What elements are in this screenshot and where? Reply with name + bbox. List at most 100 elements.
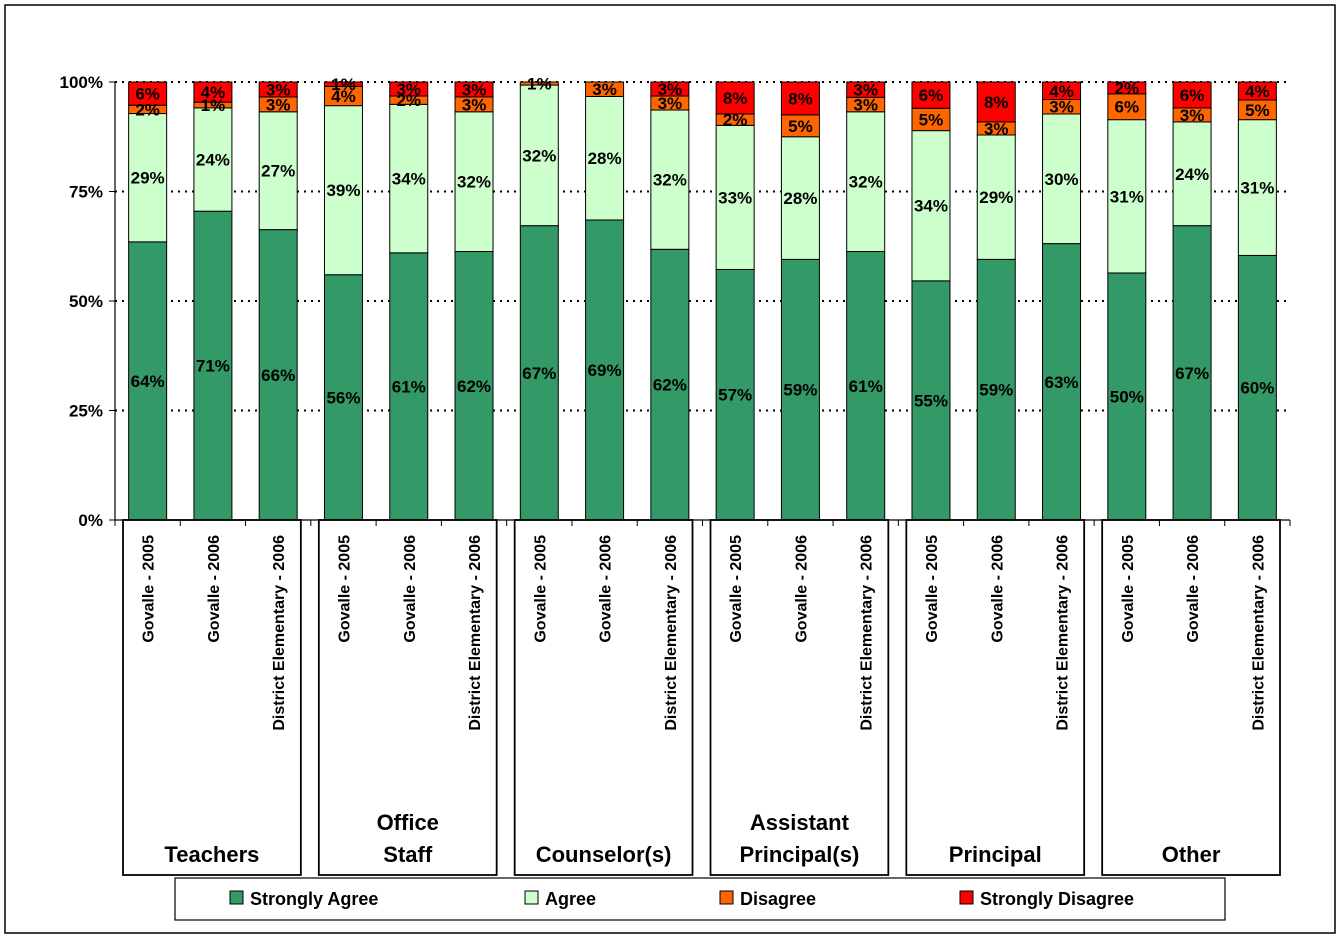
data-label: 32%: [653, 171, 687, 190]
legend-swatch-agree: [524, 890, 539, 905]
data-label: 3%: [1180, 106, 1205, 125]
data-label: 27%: [261, 162, 295, 181]
bar-segment-strongly-disagree: [1237, 81, 1277, 101]
bar-segment-strongly-disagree: [323, 81, 363, 87]
data-label: 24%: [1175, 165, 1209, 184]
bar-segment-strongly-agree: [258, 229, 298, 521]
data-label: 56%: [326, 388, 360, 407]
data-label: 3%: [984, 119, 1009, 138]
data-label: 4%: [1245, 82, 1270, 101]
group-box: [709, 519, 890, 876]
category-label: Govalle - 2005: [924, 535, 941, 643]
bar-segment-agree: [650, 109, 690, 250]
category-label: District Elementary - 2006: [1055, 535, 1072, 731]
bars: [128, 81, 1277, 521]
bar-segment-strongly-agree: [911, 280, 951, 521]
legend: Strongly Agree Agree Disagree Strongly Disa…: [174, 877, 1226, 921]
bar-segment-disagree: [1107, 93, 1147, 121]
data-label: 3%: [266, 95, 291, 114]
data-label: 59%: [783, 381, 817, 400]
category-label: District Elementary - 2006: [663, 535, 680, 731]
bar-segment-strongly-agree: [389, 252, 429, 521]
data-label: 61%: [392, 377, 426, 396]
bar-segment-agree: [715, 124, 755, 270]
bar-segment-agree: [389, 103, 429, 254]
data-label: 8%: [984, 93, 1009, 112]
category-label: Govalle - 2005: [728, 535, 745, 643]
data-label: 33%: [718, 188, 752, 207]
legend-label: Disagree: [740, 889, 816, 909]
data-label: 67%: [1175, 364, 1209, 383]
data-label: 4%: [1049, 82, 1074, 101]
data-labels: 64%29%2%6%71%24%1%4%66%27%3%3%56%39%4%1%…: [131, 75, 1275, 411]
data-label: 29%: [979, 188, 1013, 207]
group-label: Assistant: [750, 810, 850, 835]
bar-segment-strongly-agree: [976, 258, 1016, 521]
axes: 0% 25% 50% 75% 100%: [60, 73, 1291, 530]
category-label: Govalle - 2005: [532, 535, 549, 643]
data-label: 63%: [1045, 373, 1079, 392]
bar-segment-strongly-agree: [650, 248, 690, 521]
data-label: 5%: [788, 117, 813, 136]
group-box: [1101, 519, 1281, 876]
data-label: 3%: [1049, 98, 1074, 117]
bar-segment-strongly-agree: [128, 241, 168, 521]
bar-segment-agree: [1172, 121, 1212, 227]
bar-segment-strongly-disagree: [454, 81, 494, 98]
data-label: 50%: [1110, 387, 1144, 406]
bar-segment-strongly-disagree: [911, 81, 951, 109]
bar-segment-agree: [519, 84, 559, 227]
category-label: Govalle - 2006: [1185, 535, 1202, 643]
category-label: Govalle - 2005: [336, 535, 353, 643]
data-label: 67%: [522, 364, 556, 383]
group-box: [513, 519, 694, 876]
bar-segment-strongly-agree: [519, 225, 559, 521]
data-label: 39%: [326, 181, 360, 200]
bar-segment-strongly-disagree: [715, 81, 755, 115]
legend-label: Agree: [545, 889, 596, 909]
data-label: 1%: [201, 96, 226, 115]
data-label: 8%: [723, 89, 748, 108]
category-label: Govalle - 2006: [402, 535, 419, 643]
data-label: 29%: [131, 169, 165, 188]
data-label: 3%: [658, 94, 683, 113]
data-label: 2%: [1115, 79, 1140, 98]
legend-swatch-disagree: [719, 890, 734, 905]
bar-segment-agree: [193, 107, 233, 212]
category-label: District Elementary - 2006: [1250, 535, 1267, 731]
bar-segment-strongly-disagree: [389, 81, 429, 97]
bar-segment-disagree: [585, 81, 625, 97]
data-label: 3%: [658, 80, 683, 99]
bar-segment-agree: [846, 111, 886, 253]
bar-segment-agree: [780, 136, 820, 260]
bar-segment-agree: [323, 105, 363, 276]
data-label: 3%: [462, 95, 487, 114]
category-label: Govalle - 2005: [1120, 535, 1137, 643]
legend-label: Strongly Disagree: [980, 889, 1134, 909]
data-label: 34%: [392, 170, 426, 189]
data-label: 32%: [522, 146, 556, 165]
data-label: 30%: [1045, 170, 1079, 189]
bar-segment-disagree: [519, 81, 559, 86]
data-label: 28%: [783, 189, 817, 208]
data-label: 3%: [396, 80, 421, 99]
bar-segment-strongly-disagree: [128, 81, 168, 106]
bar-segment-agree: [911, 130, 951, 282]
data-label: 71%: [196, 357, 230, 376]
bar-segment-strongly-disagree: [846, 81, 886, 98]
data-label: 55%: [914, 391, 948, 410]
y-tick-label: 50%: [69, 292, 103, 311]
data-label: 2%: [396, 91, 421, 110]
bar-segment-agree: [976, 134, 1016, 260]
y-tick-label: 75%: [69, 183, 103, 202]
data-label: 3%: [462, 80, 487, 99]
data-label: 3%: [592, 80, 617, 99]
group-label: Other: [1162, 842, 1221, 867]
data-label: 69%: [588, 361, 622, 380]
data-label: 62%: [457, 377, 491, 396]
data-label: 24%: [196, 151, 230, 170]
data-label: 3%: [266, 80, 291, 99]
data-label: 62%: [653, 376, 687, 395]
